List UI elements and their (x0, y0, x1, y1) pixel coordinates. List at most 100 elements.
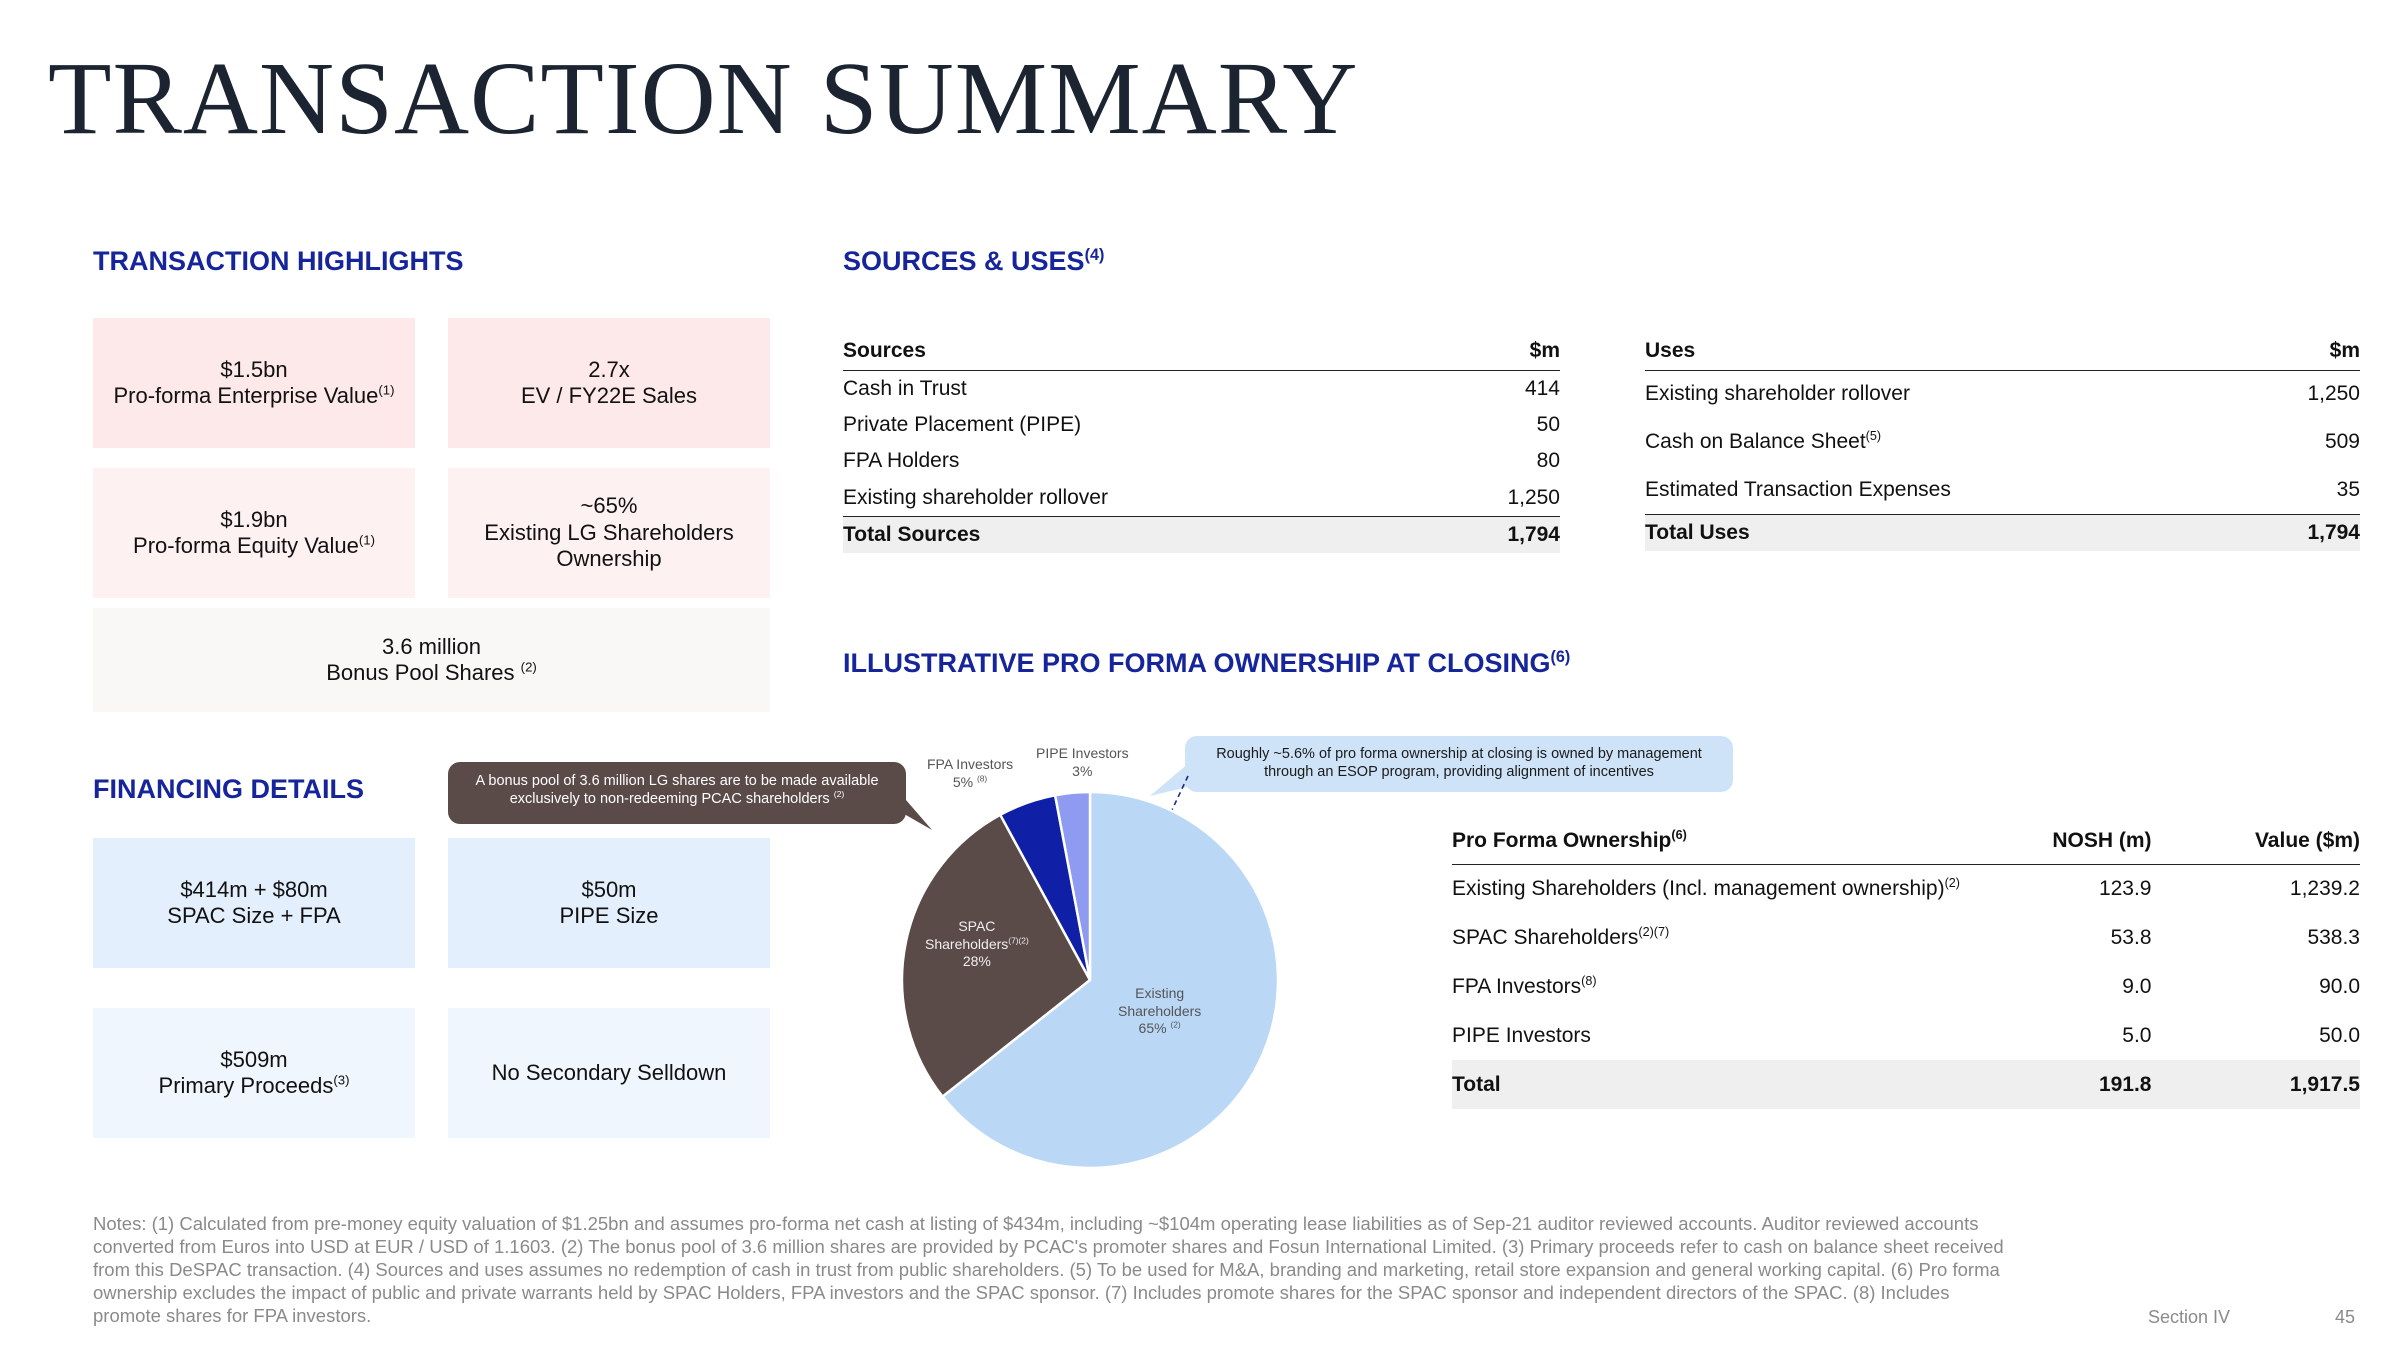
row-value: 1,917.5 (2289, 1072, 2360, 1096)
row-label: Cash on Balance Sheet(5) (1645, 429, 1882, 453)
column-header: Sources (843, 338, 926, 362)
kpi-label: PIPE Size (559, 903, 659, 928)
esop-callout: Roughly ~5.6% of pro forma ownership at … (1185, 736, 1733, 792)
sources-uses-heading: SOURCES & USES(4) (843, 246, 1105, 276)
table-row: Existing Shareholders (Incl. management … (1452, 864, 2360, 913)
table-header-row: Pro Forma Ownership(6) NOSH (m) Value ($… (1452, 818, 2360, 864)
table-row: Cash on Balance Sheet(5) 509 (1645, 418, 2360, 466)
row-label: Total Sources (843, 515, 1442, 553)
pie-slice-existing-shareholders (940, 790, 1280, 1170)
row-value: 538.3 (2307, 925, 2360, 949)
row-label: Private Placement (PIPE) (843, 412, 1082, 436)
kpi-bonus-pool: 3.6 million Bonus Pool Shares (2) (93, 608, 770, 712)
row-value: 50.0 (2319, 1023, 2360, 1047)
kpi-value: ~65% (580, 493, 638, 519)
table-row: Cash in Trust 414 (843, 370, 1560, 407)
financing-details-heading: FINANCING DETAILS (93, 774, 364, 804)
page-title: TRANSACTION SUMMARY (48, 41, 1359, 156)
row-label: Existing shareholder rollover (843, 485, 1108, 509)
kpi-value: $1.5bn (220, 356, 288, 382)
row-nosh: 5.0 (2122, 1023, 2152, 1047)
kpi-ev-sales-multiple: 2.7x EV / FY22E Sales (448, 318, 770, 448)
page-number: 45 (2335, 1307, 2356, 1327)
row-label: Total Uses (1645, 513, 2256, 551)
kpi-label: Bonus Pool Shares (2) (326, 659, 537, 685)
row-label: FPA Investors(8) (1452, 973, 1597, 998)
table-row: Private Placement (PIPE) 50 (843, 407, 1560, 444)
footnotes: Notes: (1) Calculated from pre-money equ… (93, 1212, 2173, 1327)
table-row: Estimated Transaction Expenses 35 (1645, 466, 2360, 514)
table-total-row: Total Uses 1,794 (1645, 513, 2360, 551)
row-label: SPAC Shareholders(2)(7) (1452, 924, 1670, 949)
footnote-line: Notes: (1) Calculated from pre-money equ… (93, 1213, 1979, 1234)
row-label: Cash in Trust (843, 376, 967, 400)
esop-callout-pointer (1150, 762, 1200, 796)
footnote-line: from this DeSPAC transaction. (4) Source… (93, 1259, 2000, 1280)
row-value: 90.0 (2319, 974, 2360, 998)
slice-label-fpa: FPA Investors 5% (8) (927, 756, 1014, 790)
column-header: $m (1529, 338, 1560, 362)
row-nosh: 9.0 (2122, 974, 2152, 998)
kpi-pipe-size: $50m PIPE Size (448, 838, 770, 968)
table-row: FPA Holders 80 (843, 443, 1560, 480)
row-value: 414 (1524, 376, 1560, 400)
row-label: Existing shareholder rollover (1645, 382, 1910, 406)
table-row: PIPE Investors 5.0 50.0 (1452, 1011, 2360, 1060)
table-header-row: Uses $m (1645, 332, 2360, 370)
kpi-label: SPAC Size + FPA (167, 903, 341, 928)
column-header: Pro Forma Ownership(6) (1452, 827, 1687, 852)
row-label: PIPE Investors (1452, 1023, 1591, 1047)
table-total-row: Total Sources 1,794 (843, 515, 1560, 553)
kpi-value: 2.7x (588, 356, 630, 382)
kpi-label: Pro-forma Equity Value(1) (133, 532, 375, 558)
footer-section: Section IV (2148, 1307, 2231, 1327)
footnote-line: promote shares for FPA investors. (93, 1305, 372, 1326)
row-value: 1,250 (2307, 382, 2360, 406)
row-value: 1,794 (1441, 515, 1560, 553)
kpi-label: Primary Proceeds(3) (158, 1072, 350, 1098)
table-row: Existing shareholder rollover 1,250 (843, 480, 1560, 517)
kpi-value: $1.9bn (220, 506, 288, 532)
kpi-value: $509m (220, 1046, 288, 1072)
column-header: $m (2329, 338, 2360, 362)
bonus-pool-callout: A bonus pool of 3.6 million LG shares ar… (448, 762, 906, 824)
row-value: 35 (2336, 477, 2360, 501)
row-value: 1,794 (2255, 513, 2360, 551)
row-value: 80 (1536, 449, 1560, 473)
row-label: Existing Shareholders (Incl. management … (1452, 875, 1960, 900)
footnote-line: ownership excludes the impact of public … (93, 1282, 1950, 1303)
footnote-line: converted from Euros into USD at EUR / U… (93, 1236, 2004, 1257)
pie-slice-spac-shareholders (900, 813, 1092, 1099)
callout-pointer (880, 800, 932, 830)
kpi-secondary-selldown: No Secondary Selldown (448, 1008, 770, 1138)
kpi-label: Existing LG Shareholders (484, 519, 734, 545)
kpi-label: Ownership (556, 546, 662, 572)
kpi-value: $414m + $80m (180, 876, 328, 902)
column-header: NOSH (m) (2052, 828, 2152, 852)
uses-table: Uses $m Existing shareholder rollover 1,… (1645, 332, 2360, 551)
kpi-label: EV / FY22E Sales (520, 383, 698, 408)
table-row: FPA Investors(8) 9.0 90.0 (1452, 962, 2360, 1011)
ownership-pie-chart (900, 790, 1280, 1170)
column-header: Value ($m) (2254, 828, 2360, 852)
kpi-spac-fpa-size: $414m + $80m SPAC Size + FPA (93, 838, 415, 968)
kpi-label: Pro-forma Enterprise Value(1) (113, 382, 395, 408)
row-label: Estimated Transaction Expenses (1645, 477, 1951, 501)
column-header: Uses (1645, 338, 1696, 362)
transaction-highlights-heading: TRANSACTION HIGHLIGHTS (93, 246, 464, 276)
slice-label-spac: SPAC Shareholders(7)(2) 28% (925, 918, 1029, 969)
kpi-lg-ownership: ~65% Existing LG Shareholders Ownership (448, 468, 770, 598)
table-row: Existing shareholder rollover 1,250 (1645, 370, 2360, 418)
pie-slice-pipe-investors (1053, 790, 1092, 981)
row-value: 1,239.2 (2289, 876, 2360, 900)
row-value: 509 (2324, 430, 2360, 453)
kpi-value: $50m (581, 876, 637, 902)
kpi-enterprise-value: $1.5bn Pro-forma Enterprise Value(1) (93, 318, 415, 448)
row-nosh: 191.8 (2098, 1072, 2152, 1096)
slice-label-existing: Existing Shareholders 65% (2) (1118, 985, 1202, 1036)
row-label: Total (1452, 1072, 1501, 1096)
row-nosh: 53.8 (2110, 925, 2152, 949)
table-header-row: Sources $m (843, 332, 1560, 370)
row-nosh: 123.9 (2098, 876, 2152, 900)
row-value: 50 (1536, 412, 1560, 436)
